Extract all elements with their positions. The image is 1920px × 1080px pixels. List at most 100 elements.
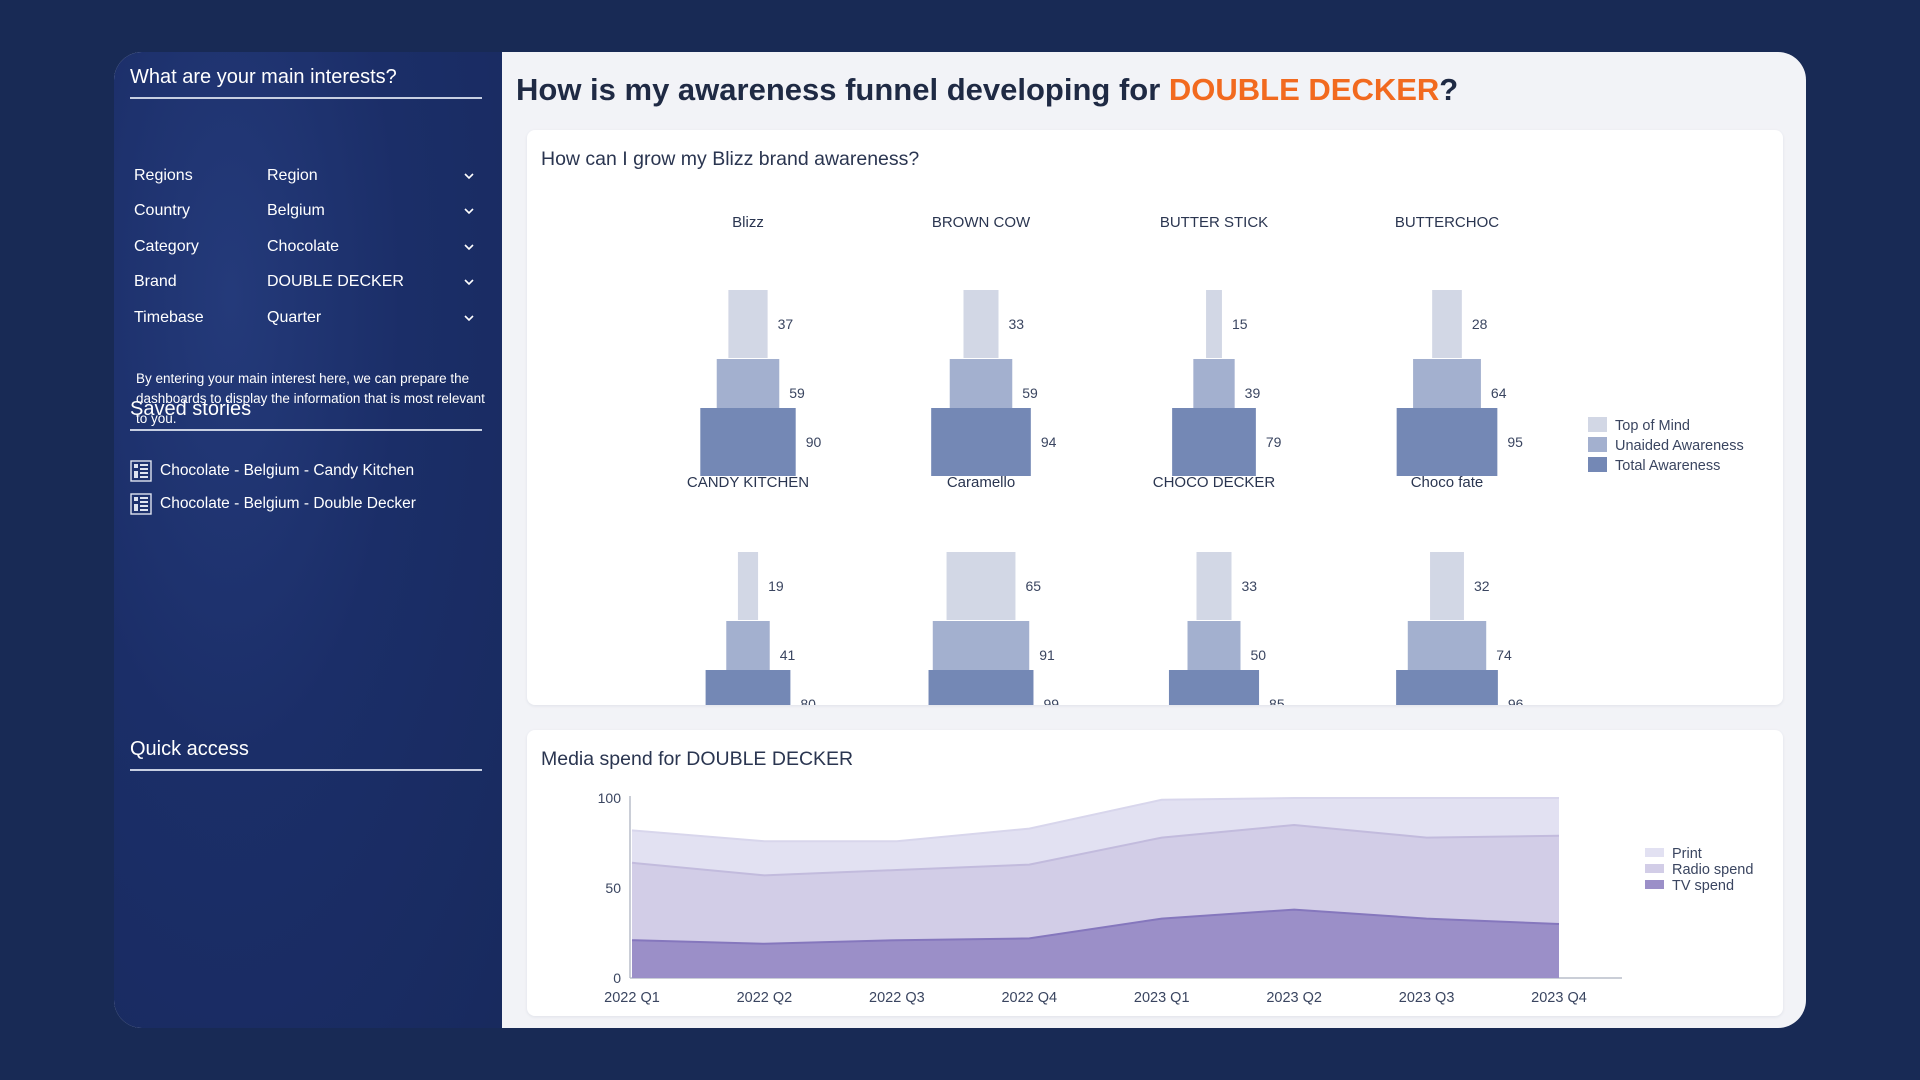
filter-label: Timebase: [134, 308, 204, 326]
funnel-value-label: 32: [1474, 578, 1490, 594]
chevron-down-icon[interactable]: [464, 313, 474, 323]
x-tick-label: 2022 Q3: [869, 990, 925, 1006]
funnel-value-label: 94: [1041, 434, 1057, 450]
media-spend-card: Media spend for DOUBLE DECKER 0 50 100 2022…: [527, 730, 1783, 1016]
funnel-value-label: 79: [1266, 434, 1282, 450]
filter-value: Region: [267, 166, 318, 184]
legend-swatch: [1588, 457, 1607, 472]
filter-label: Country: [134, 202, 191, 220]
x-tick-label: 2022 Q1: [604, 990, 660, 1006]
funnel-value-label: 33: [1241, 578, 1257, 594]
saved-story-item[interactable]: Chocolate - Belgium - Double Decker: [130, 493, 416, 515]
funnel-value-label: 15: [1232, 316, 1248, 332]
interest-description: By entering your main interest here, we …: [136, 371, 485, 426]
x-tick-label: 2023 Q2: [1266, 990, 1322, 1006]
funnel-bar: [1430, 552, 1464, 620]
legend-swatch: [1645, 848, 1664, 857]
media-spend-chart: 0 50 100 2022 Q1 2022 Q2 2022 Q3 2022 Q4 2023 Q…: [598, 790, 1754, 1006]
series-line: [631, 797, 1559, 843]
funnel-value-label: 99: [1043, 696, 1059, 705]
funnel-value-label: 59: [789, 385, 805, 401]
funnel-brand-label: CHOCO DECKER: [1153, 474, 1276, 491]
title-brand: DOUBLE DECKER: [1168, 72, 1440, 107]
funnel-brand-label: Blizz: [732, 214, 764, 231]
legend-swatch: [1645, 880, 1664, 889]
story-label: Chocolate - Belgium - Double Decker: [160, 495, 416, 512]
awareness-card: How can I grow my Blizz brand awareness?…: [527, 130, 1783, 705]
x-tick-label: 2023 Q4: [1531, 990, 1587, 1006]
funnel-bar: [928, 670, 1034, 705]
story-icon: [130, 493, 152, 515]
funnel-value-label: 90: [806, 434, 822, 450]
filter-timebase[interactable]: Timebase Quarter: [134, 300, 480, 336]
x-tick-label: 2023 Q1: [1134, 990, 1190, 1006]
title-suffix: ?: [1439, 72, 1459, 107]
funnel-value-label: 39: [1245, 385, 1261, 401]
funnel-value-label: 96: [1508, 696, 1524, 705]
funnel-bar: [1172, 408, 1256, 476]
x-tick-label: 2022 Q4: [1001, 990, 1057, 1006]
funnel-value-label: 64: [1491, 385, 1507, 401]
filter-brand[interactable]: Brand DOUBLE DECKER: [134, 265, 480, 301]
funnel-bar: [963, 290, 999, 358]
sidebar: What are your main interests? Regions Re…: [114, 52, 502, 1028]
awareness-chart-title: How can I grow my Blizz brand awareness?: [541, 148, 920, 170]
filter-category[interactable]: Category Chocolate: [134, 229, 480, 265]
filter-list: Regions Region Country Belgium Category …: [134, 158, 480, 336]
funnel-value-label: 95: [1507, 434, 1523, 450]
legend-swatch: [1645, 864, 1664, 873]
funnel-bar: [705, 670, 791, 705]
funnel-value-label: 74: [1496, 647, 1512, 663]
dashboard-window: What are your main interests? Regions Re…: [114, 52, 1806, 1028]
funnel-brand-label: CANDY KITCHEN: [687, 474, 809, 491]
funnel-value-label: 91: [1039, 647, 1055, 663]
funnel-bar: [700, 408, 796, 476]
series-line: [631, 908, 1560, 945]
funnel-brand-label: BUTTERCHOC: [1395, 214, 1499, 231]
funnel-bar: [1168, 670, 1260, 705]
legend-swatch: [1588, 437, 1607, 452]
chevron-down-icon[interactable]: [464, 171, 474, 181]
saved-story-item[interactable]: Chocolate - Belgium - Candy Kitchen: [130, 460, 414, 482]
funnel-value-label: 19: [768, 578, 784, 594]
filter-country[interactable]: Country Belgium: [134, 194, 480, 230]
chevron-down-icon[interactable]: [464, 206, 474, 216]
y-tick-label: 100: [598, 790, 622, 806]
funnel-value-label: 59: [1022, 385, 1038, 401]
x-tick-label: 2022 Q2: [737, 990, 793, 1006]
funnel-value-label: 50: [1251, 647, 1267, 663]
funnel-bar: [737, 552, 759, 620]
legend-label: Top of Mind: [1615, 418, 1690, 434]
legend-swatch: [1588, 417, 1607, 432]
funnel-bar: [946, 552, 1016, 620]
funnel-brand-label: Choco fate: [1411, 474, 1484, 491]
main-content: How is my awareness funnel developing fo…: [502, 52, 1806, 1028]
funnel-bar: [931, 408, 1031, 476]
funnel-value-label: 85: [1269, 696, 1285, 705]
filter-label: Regions: [134, 166, 193, 184]
media-chart-title: Media spend for DOUBLE DECKER: [541, 748, 854, 770]
funnel-value-label: 41: [780, 647, 796, 663]
legend-label: Total Awareness: [1615, 458, 1720, 474]
series-line: [631, 823, 1560, 877]
filter-label: Category: [134, 237, 199, 255]
funnel-bar: [1396, 408, 1498, 476]
awareness-funnel-chart: Blizz 37 59 90 BROWN COW 33 59 94 BUTTER STICK 15…: [687, 214, 1744, 705]
funnel-bar: [1396, 670, 1498, 705]
saved-stories-title: Saved stories: [130, 398, 482, 431]
funnel-brand-label: Caramello: [947, 474, 1015, 491]
filter-value: Chocolate: [267, 237, 340, 255]
funnel-bar: [728, 290, 768, 358]
x-tick-label: 2023 Q3: [1399, 990, 1455, 1006]
funnel-value-label: 65: [1025, 578, 1041, 594]
y-tick-label: 50: [605, 880, 621, 896]
legend-label: Unaided Awareness: [1615, 438, 1744, 454]
filter-regions[interactable]: Regions Region: [134, 158, 480, 194]
story-icon: [130, 460, 152, 482]
chevron-down-icon[interactable]: [464, 242, 474, 252]
funnel-brand-label: BUTTER STICK: [1160, 214, 1268, 231]
filter-value: Belgium: [267, 202, 325, 220]
funnel-value-label: 33: [1008, 316, 1024, 332]
chevron-down-icon[interactable]: [464, 277, 474, 287]
funnel-bar: [1206, 290, 1222, 358]
